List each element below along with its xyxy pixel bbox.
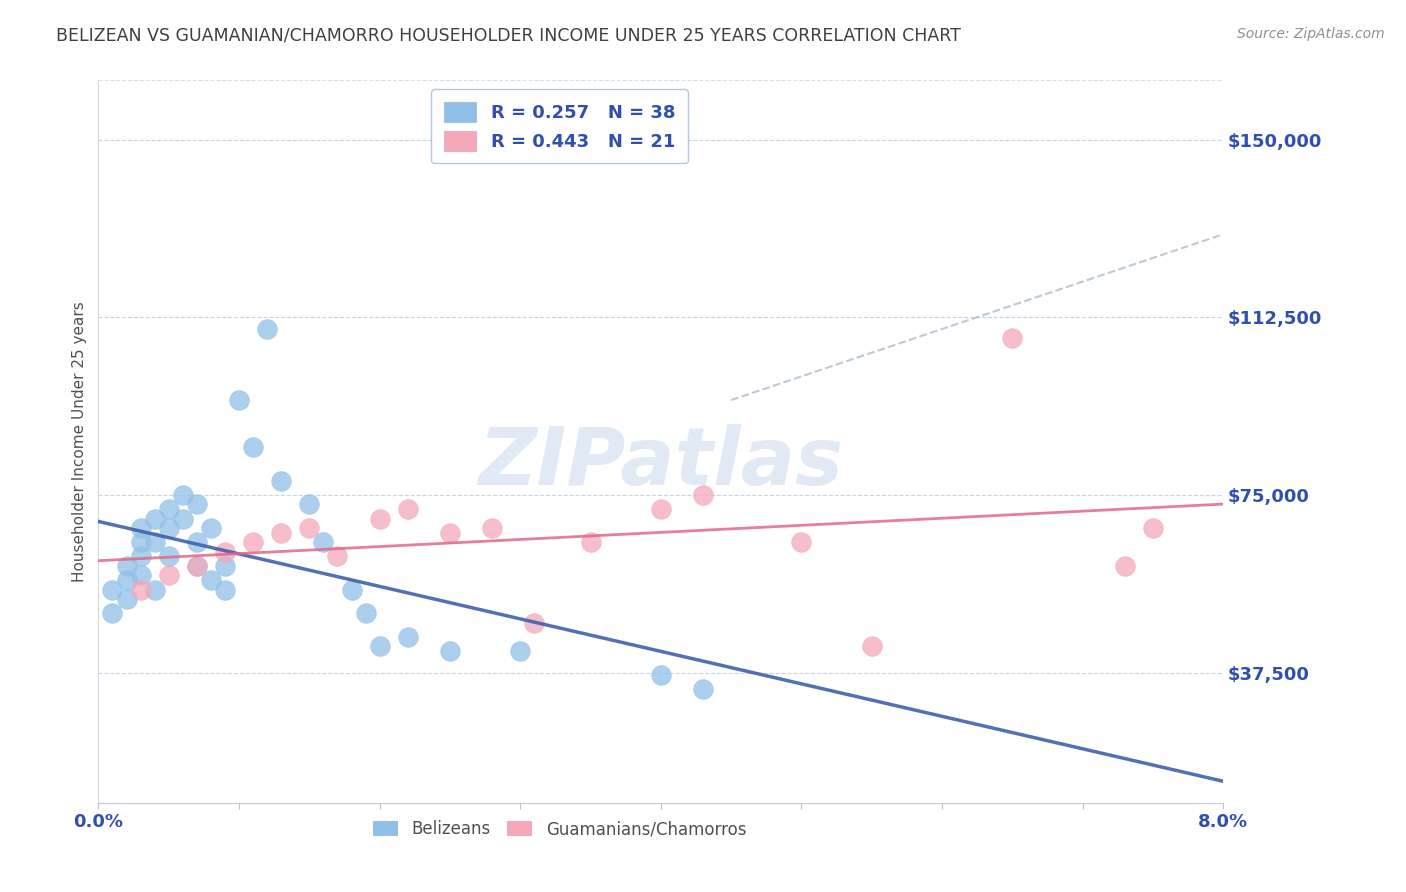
Point	[298, 497, 321, 511]
Point	[143, 511, 166, 525]
Point	[115, 573, 138, 587]
Point	[396, 502, 419, 516]
Point	[101, 582, 124, 597]
Point	[298, 521, 321, 535]
Point	[368, 640, 391, 654]
Point	[214, 558, 236, 573]
Point	[242, 535, 264, 549]
Point	[129, 582, 152, 597]
Point	[270, 525, 292, 540]
Point	[129, 568, 152, 582]
Text: ZIPatlas: ZIPatlas	[478, 425, 844, 502]
Point	[157, 521, 180, 535]
Point	[650, 668, 672, 682]
Point	[790, 535, 813, 549]
Point	[1001, 331, 1024, 345]
Point	[481, 521, 503, 535]
Point	[172, 511, 194, 525]
Point	[326, 549, 349, 564]
Point	[256, 322, 278, 336]
Point	[200, 521, 222, 535]
Text: Source: ZipAtlas.com: Source: ZipAtlas.com	[1237, 27, 1385, 41]
Point	[523, 615, 546, 630]
Point	[439, 644, 461, 658]
Point	[143, 582, 166, 597]
Point	[692, 488, 714, 502]
Point	[186, 558, 208, 573]
Point	[579, 535, 602, 549]
Point	[340, 582, 363, 597]
Point	[860, 640, 883, 654]
Point	[214, 544, 236, 558]
Point	[1114, 558, 1136, 573]
Y-axis label: Householder Income Under 25 years: Householder Income Under 25 years	[72, 301, 87, 582]
Point	[242, 441, 264, 455]
Point	[115, 592, 138, 607]
Point	[157, 549, 180, 564]
Point	[270, 474, 292, 488]
Point	[157, 502, 180, 516]
Text: BELIZEAN VS GUAMANIAN/CHAMORRO HOUSEHOLDER INCOME UNDER 25 YEARS CORRELATION CHA: BELIZEAN VS GUAMANIAN/CHAMORRO HOUSEHOLD…	[56, 27, 962, 45]
Point	[115, 558, 138, 573]
Point	[157, 568, 180, 582]
Point	[186, 497, 208, 511]
Point	[439, 525, 461, 540]
Point	[172, 488, 194, 502]
Point	[228, 393, 250, 408]
Point	[101, 607, 124, 621]
Point	[186, 535, 208, 549]
Point	[186, 558, 208, 573]
Point	[143, 535, 166, 549]
Legend: Belizeans, Guamanians/Chamorros: Belizeans, Guamanians/Chamorros	[367, 814, 752, 845]
Point	[368, 511, 391, 525]
Point	[200, 573, 222, 587]
Point	[509, 644, 531, 658]
Point	[214, 582, 236, 597]
Point	[354, 607, 377, 621]
Point	[129, 549, 152, 564]
Point	[650, 502, 672, 516]
Point	[396, 630, 419, 644]
Point	[129, 521, 152, 535]
Point	[129, 535, 152, 549]
Point	[692, 682, 714, 697]
Point	[312, 535, 335, 549]
Point	[1142, 521, 1164, 535]
